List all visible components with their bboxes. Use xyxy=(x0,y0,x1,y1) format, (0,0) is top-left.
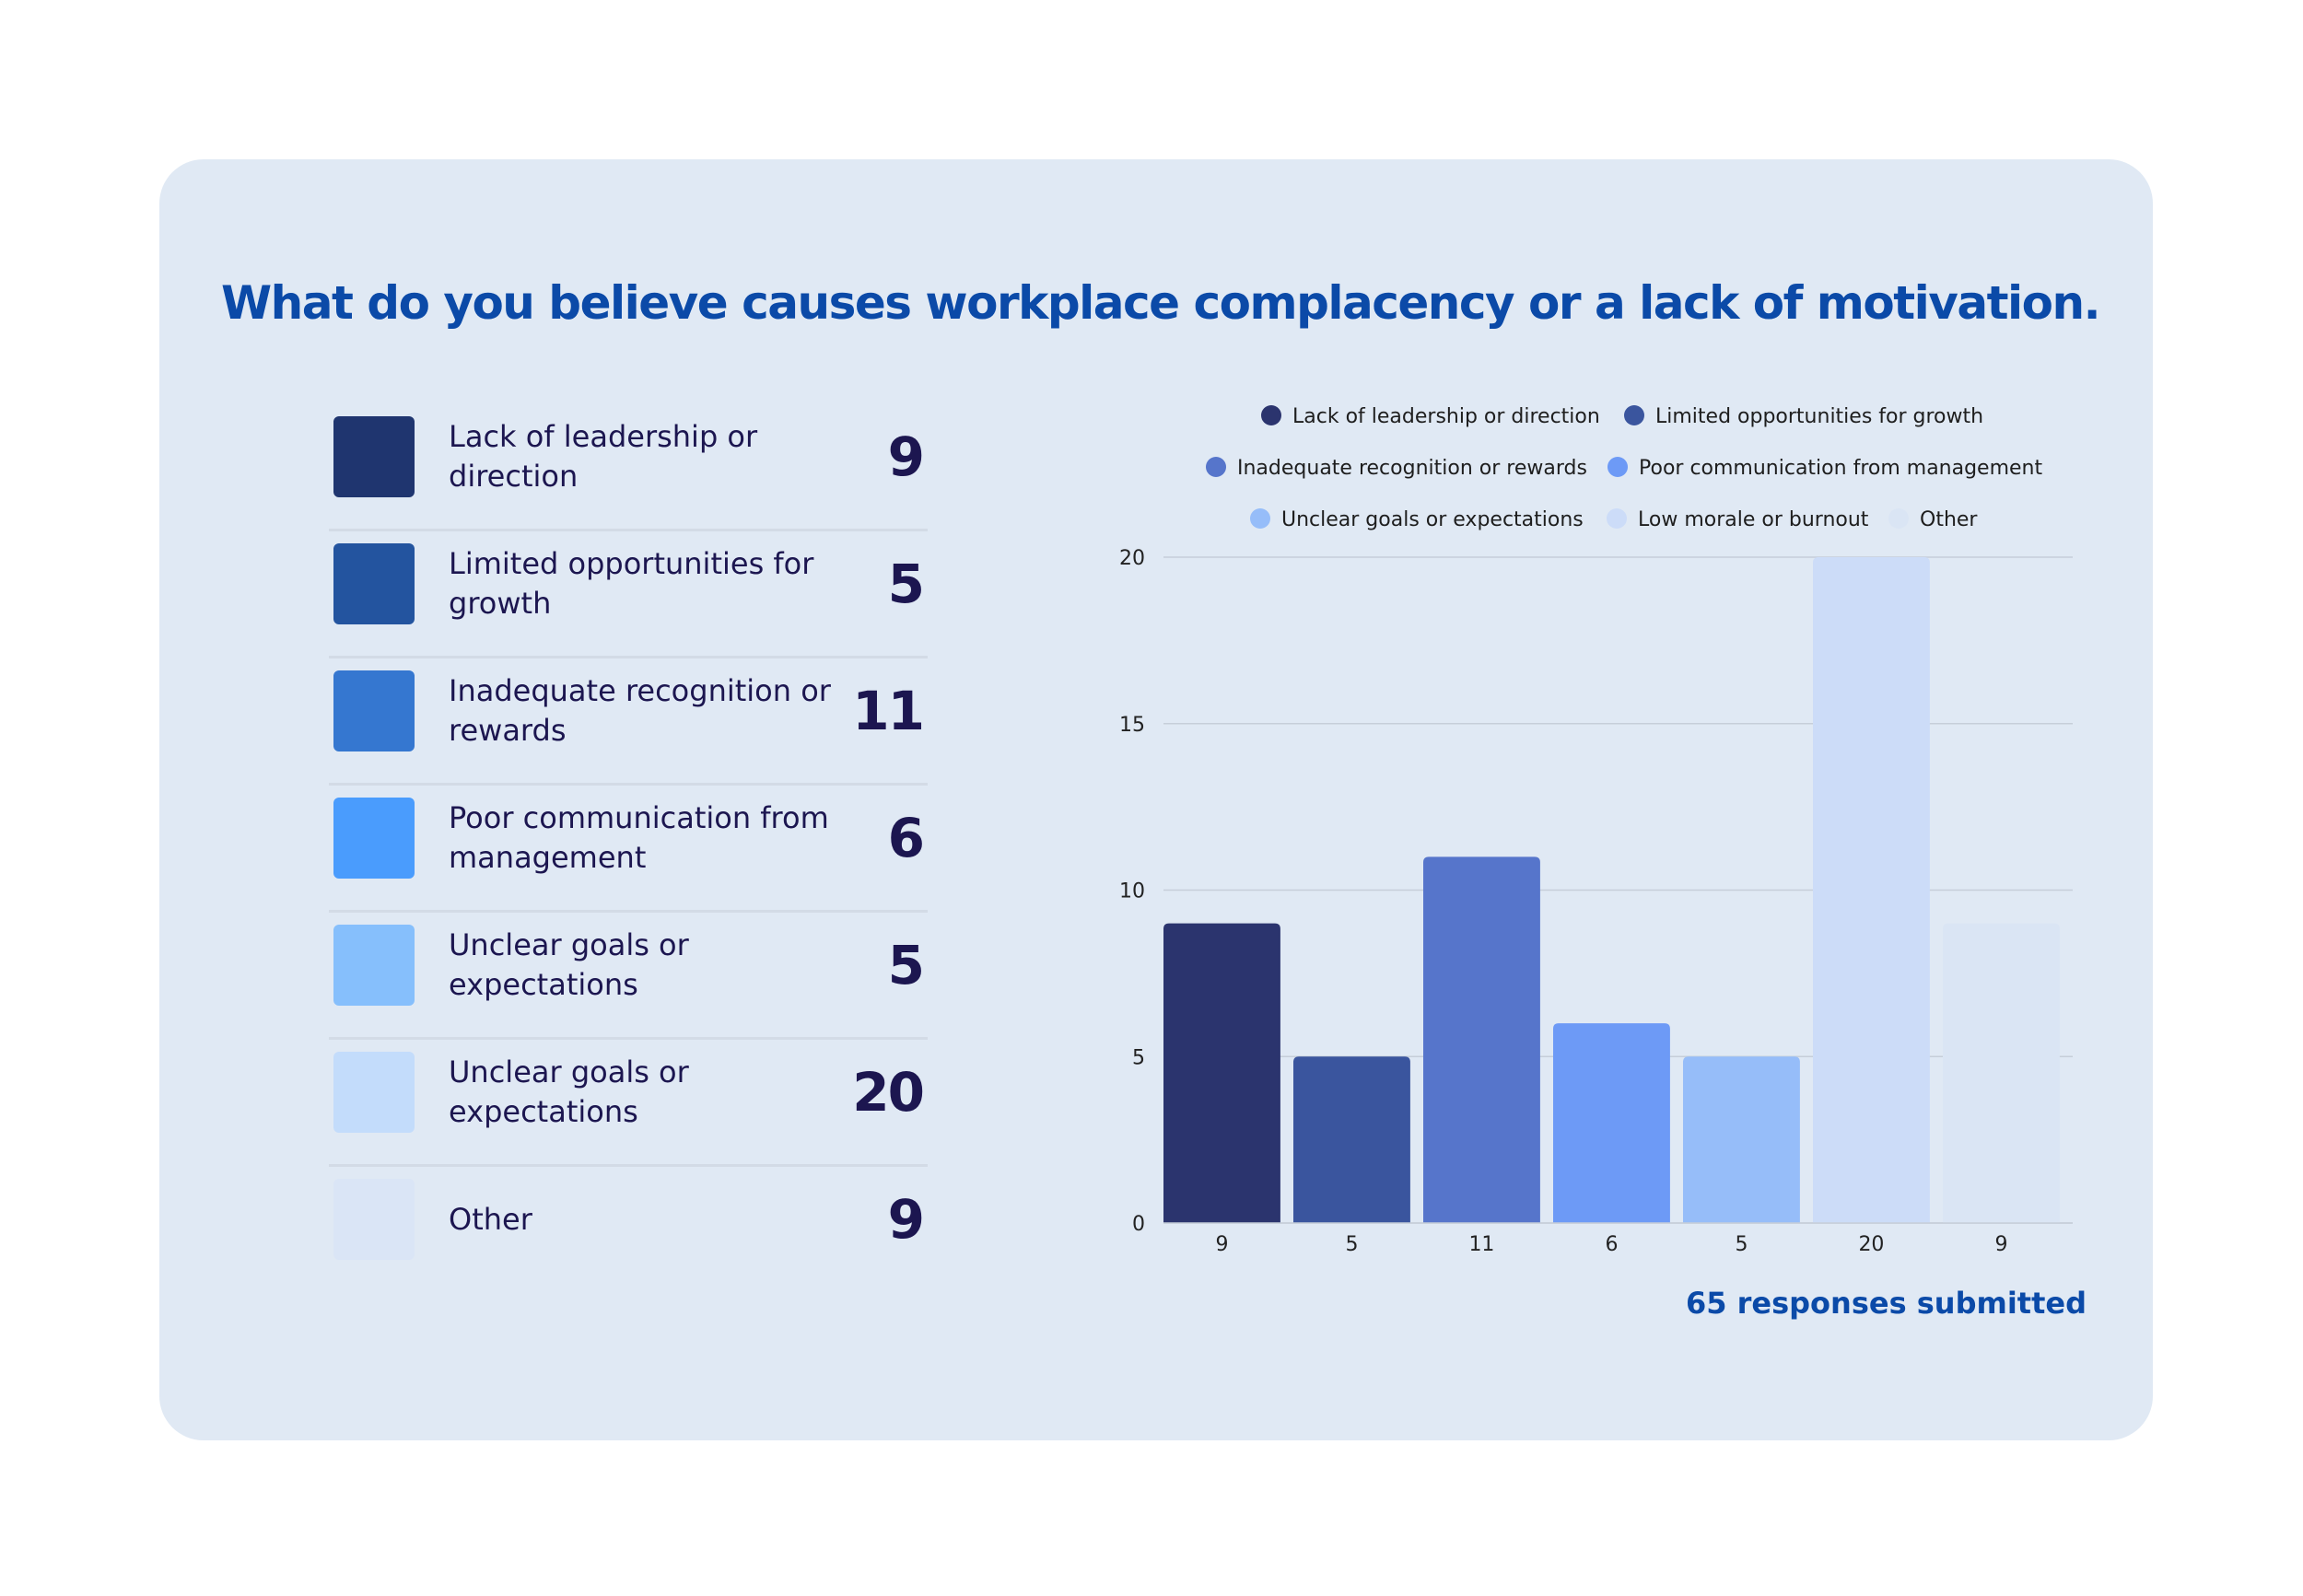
legend-marker xyxy=(1607,508,1627,529)
legend-row: Unclear goals or expectations 20 xyxy=(329,1041,928,1168)
legend-entry: Unclear goals or expectations xyxy=(1281,508,1584,531)
x-tick-label: 5 xyxy=(1735,1233,1748,1256)
page-title: What do you believe causes workplace com… xyxy=(221,276,2101,330)
legend-divider xyxy=(329,529,928,531)
legend-label: Limited opportunities for growth xyxy=(449,546,814,621)
legend-swatch xyxy=(333,1052,415,1133)
legend-entry: Inadequate recognition or rewards xyxy=(1237,457,1587,480)
legend-row: Poor communication from management 6 xyxy=(329,786,928,914)
legend-marker xyxy=(1624,405,1644,425)
responses-footnote: 65 responses submitted xyxy=(1685,1286,2087,1321)
legend-entry: Other xyxy=(1920,508,1978,531)
legend-divider xyxy=(329,656,928,658)
x-tick-label: 20 xyxy=(1858,1233,1884,1256)
legend-row: Unclear goals or expectations 5 xyxy=(329,914,928,1041)
legend-marker xyxy=(1261,405,1281,425)
legend-divider xyxy=(329,910,928,913)
bar xyxy=(1553,1023,1670,1223)
legend-row: Limited opportunities for growth 5 xyxy=(329,532,928,659)
legend-swatch xyxy=(333,670,415,751)
legend-entry: Lack of leadership or direction xyxy=(1292,405,1600,428)
legend-swatch xyxy=(333,798,415,879)
legend-label: Inadequate recognition or rewards xyxy=(449,673,831,748)
bar xyxy=(1813,557,1930,1223)
legend-divider xyxy=(329,783,928,786)
legend-entry: Limited opportunities for growth xyxy=(1655,405,1983,428)
bar xyxy=(1683,1056,1800,1223)
legend-label: Unclear goals or expectations xyxy=(449,1054,689,1129)
legend-label: Other xyxy=(449,1201,532,1237)
legend-value: 9 xyxy=(887,1188,925,1251)
legend-marker xyxy=(1888,508,1909,529)
legend-value: 5 xyxy=(887,553,925,615)
legend-value: 11 xyxy=(852,680,925,742)
legend-divider xyxy=(329,1164,928,1167)
x-tick-label: 9 xyxy=(1994,1233,2007,1256)
bar xyxy=(1163,923,1280,1223)
legend-value: 5 xyxy=(887,934,925,996)
legend-swatch xyxy=(333,543,415,624)
legend-marker xyxy=(1250,508,1270,529)
legend-entry: Poor communication from management xyxy=(1639,457,2043,480)
legend-label: Lack of leadership or direction xyxy=(449,419,758,494)
bar xyxy=(1943,923,2060,1223)
y-tick-label: 5 xyxy=(1132,1046,1145,1069)
bar xyxy=(1293,1056,1410,1223)
x-tick-label: 11 xyxy=(1468,1233,1494,1256)
legend-row: Inadequate recognition or rewards 11 xyxy=(329,659,928,786)
legend-label: Poor communication from management xyxy=(449,800,829,875)
legend-value: 9 xyxy=(887,425,925,488)
legend-marker xyxy=(1607,457,1628,477)
legend-swatch xyxy=(333,416,415,497)
x-tick-label: 6 xyxy=(1605,1233,1618,1256)
y-tick-label: 0 xyxy=(1132,1213,1145,1236)
bar xyxy=(1423,856,1540,1223)
x-tick-label: 9 xyxy=(1215,1233,1228,1256)
legend-value: 20 xyxy=(852,1061,925,1124)
legend-marker xyxy=(1206,457,1226,477)
legend-row: Other 9 xyxy=(329,1168,928,1295)
legend-row: Lack of leadership or direction 9 xyxy=(329,405,928,532)
legend-swatch xyxy=(333,1179,415,1260)
x-tick-label: 5 xyxy=(1345,1233,1358,1256)
legend-divider xyxy=(329,1037,928,1040)
y-tick-label: 10 xyxy=(1119,880,1145,903)
legend-label: Unclear goals or expectations xyxy=(449,927,689,1002)
y-tick-label: 15 xyxy=(1119,714,1145,737)
legend-value: 6 xyxy=(887,807,925,869)
legend-swatch xyxy=(333,925,415,1006)
legend-entry: Low morale or burnout xyxy=(1638,508,1869,531)
y-tick-label: 20 xyxy=(1119,547,1145,570)
